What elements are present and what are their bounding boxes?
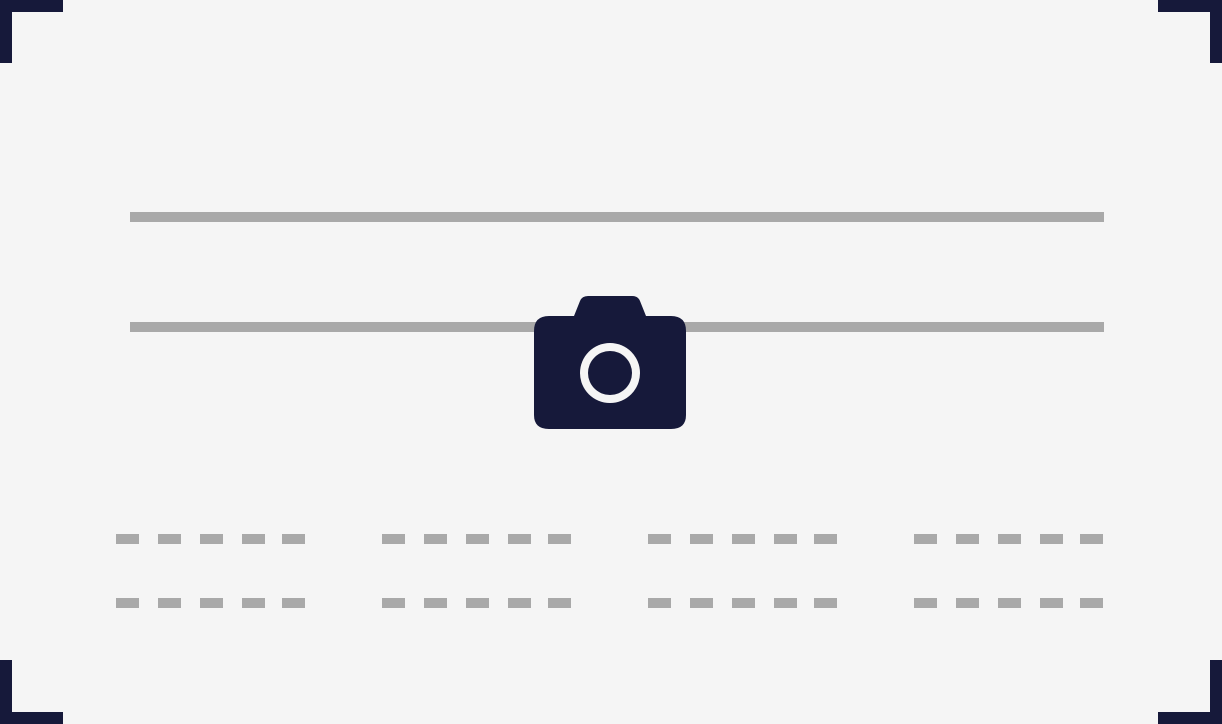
camera-icon [534, 296, 686, 429]
dash [282, 534, 305, 544]
dash [814, 598, 837, 608]
dash [158, 598, 181, 608]
dash [648, 598, 671, 608]
dash [200, 598, 223, 608]
dash [1080, 534, 1103, 544]
dash [508, 598, 531, 608]
dash [200, 534, 223, 544]
dashed-row-1 [0, 534, 1222, 544]
dash [648, 534, 671, 544]
dash [548, 534, 571, 544]
dash [116, 598, 139, 608]
dash [466, 598, 489, 608]
dash [814, 534, 837, 544]
dash [116, 534, 139, 544]
dash [914, 598, 937, 608]
dash [424, 598, 447, 608]
dash [956, 534, 979, 544]
dash [1080, 598, 1103, 608]
dashed-row-2 [0, 598, 1222, 608]
dash [732, 598, 755, 608]
dash [690, 534, 713, 544]
dash [466, 534, 489, 544]
dash [242, 598, 265, 608]
corner-top-left [0, 0, 64, 64]
dash [508, 534, 531, 544]
dash [282, 598, 305, 608]
dash [382, 534, 405, 544]
dash [998, 534, 1021, 544]
corner-bottom-left [0, 660, 64, 724]
dash [424, 534, 447, 544]
dash [158, 534, 181, 544]
dash [998, 598, 1021, 608]
corner-top-right [1158, 0, 1222, 64]
corner-bottom-right [1158, 660, 1222, 724]
dash [382, 598, 405, 608]
dash [690, 598, 713, 608]
dash [1040, 534, 1063, 544]
dash [732, 534, 755, 544]
dash [242, 534, 265, 544]
dash [1040, 598, 1063, 608]
dash [914, 534, 937, 544]
dash [548, 598, 571, 608]
dash [774, 534, 797, 544]
placeholder-line-1 [130, 212, 1104, 222]
dash [956, 598, 979, 608]
dash [774, 598, 797, 608]
